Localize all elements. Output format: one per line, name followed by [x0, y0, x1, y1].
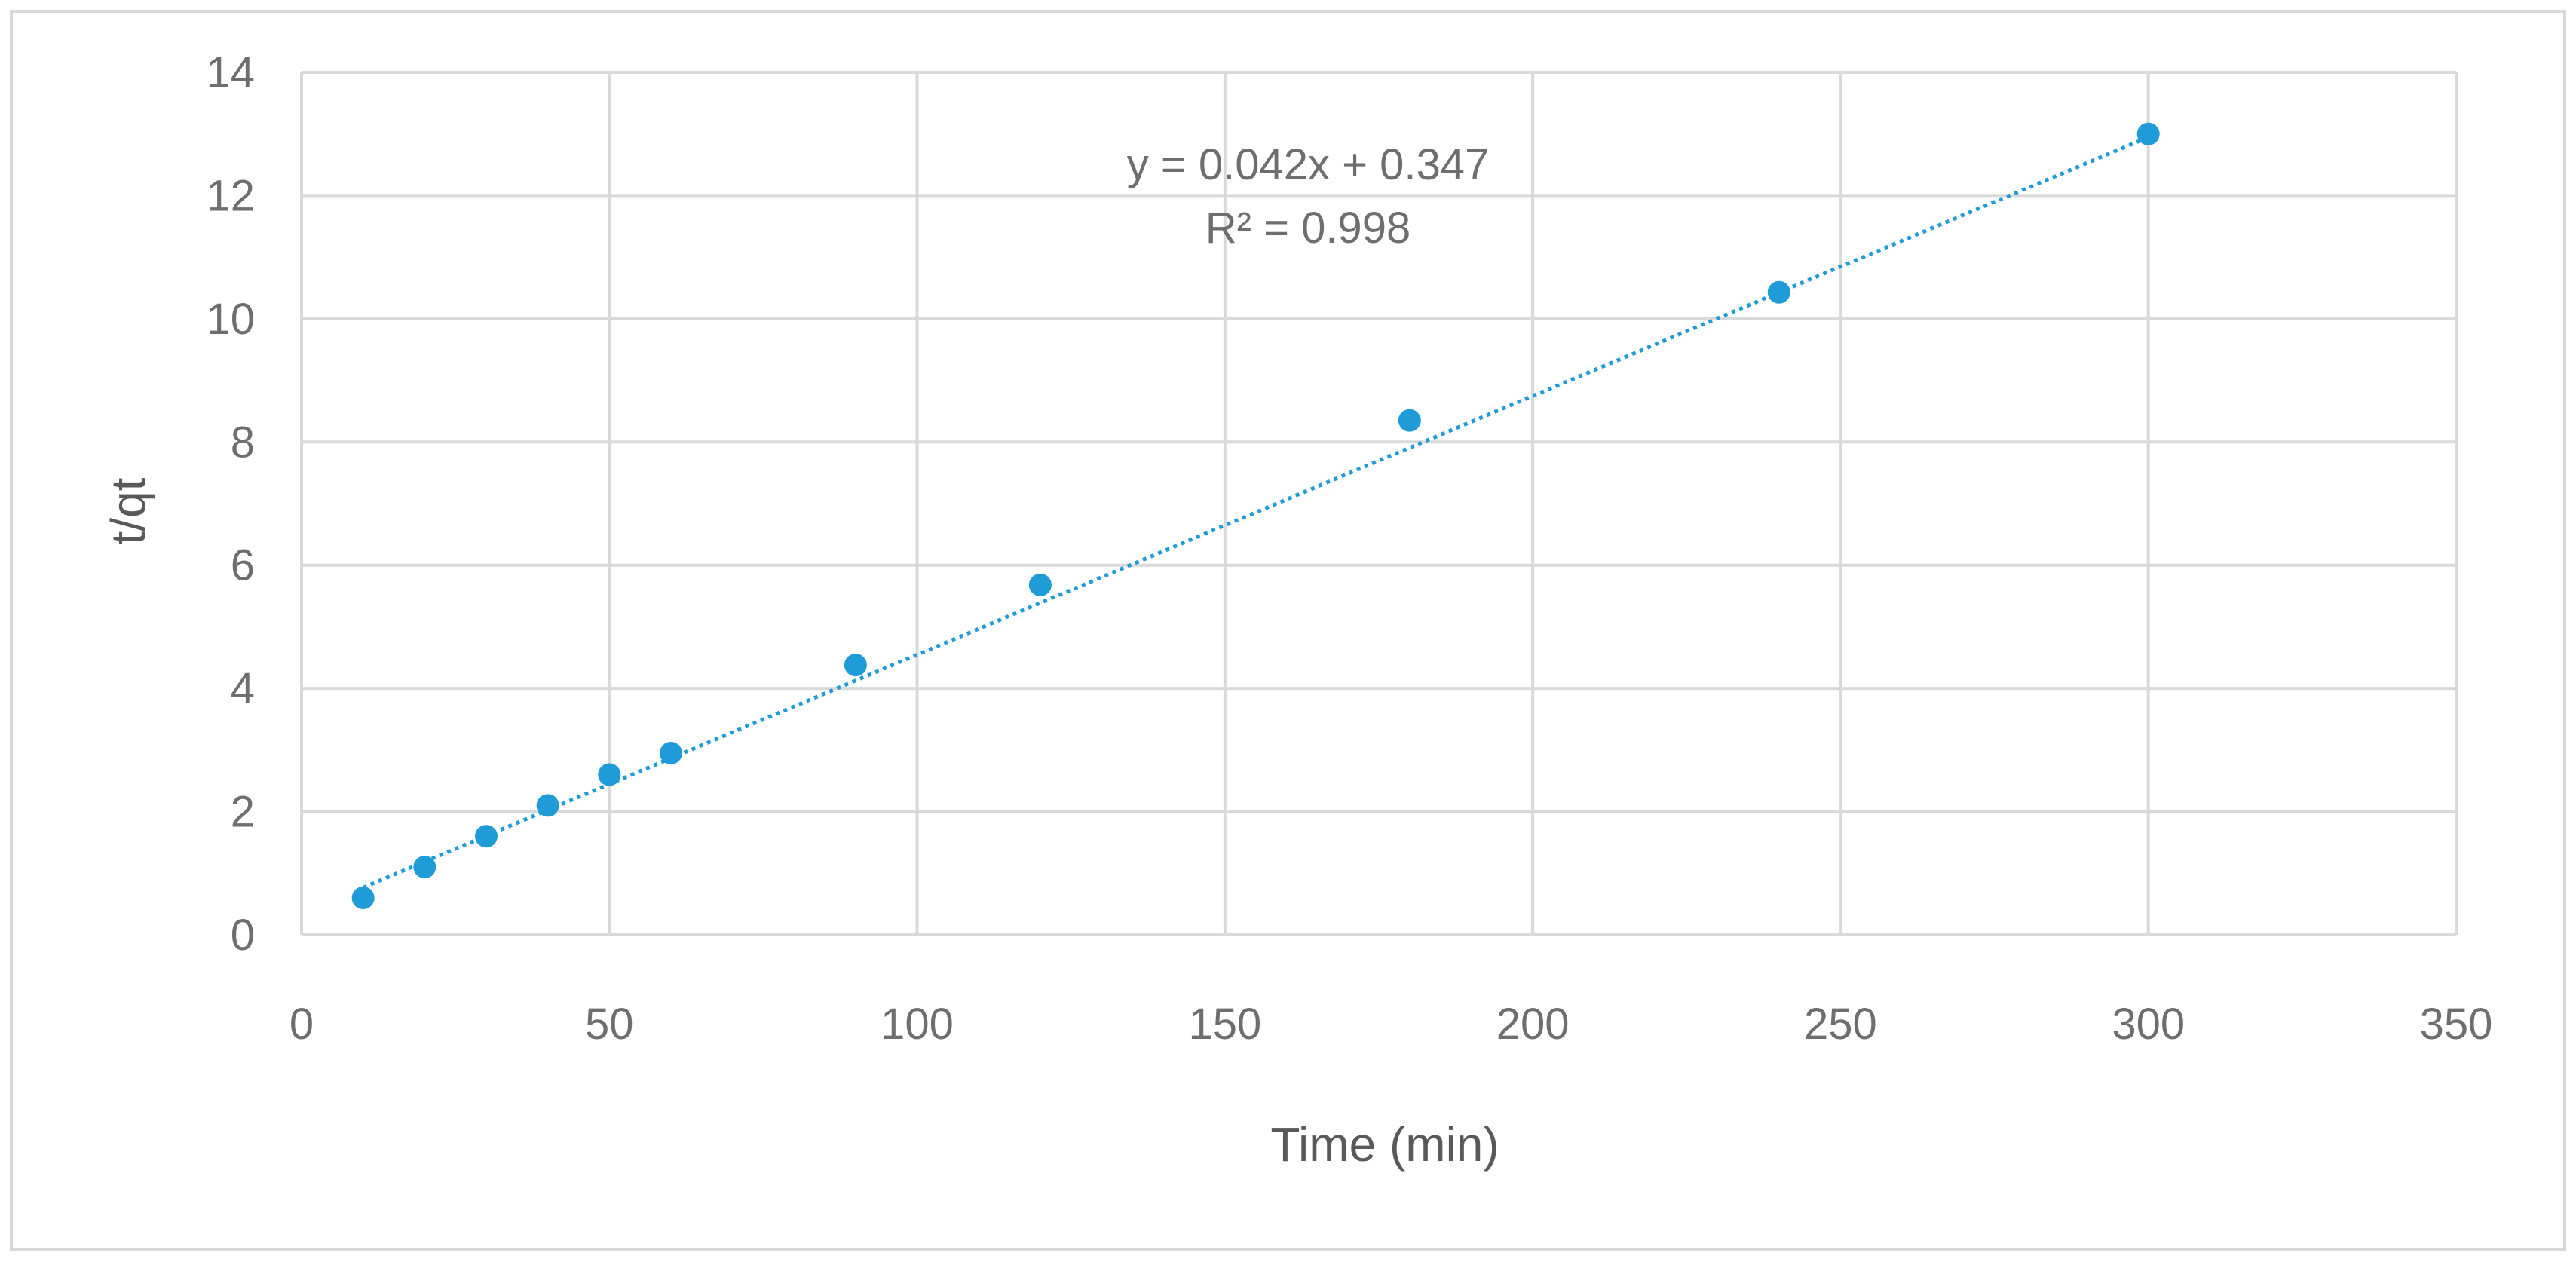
- y-axis-title: t/qt: [101, 477, 155, 544]
- trendline-r-squared: R² = 0.998: [1205, 204, 1411, 253]
- y-axis-tick-labels: 0 2 4 6 8 10 12 14: [206, 48, 255, 960]
- data-point-6: [844, 654, 867, 677]
- y-tick-label-1: 2: [231, 788, 255, 837]
- data-point-5: [659, 741, 682, 764]
- y-tick-label-0: 0: [231, 911, 255, 960]
- data-point-2: [474, 825, 498, 848]
- y-tick-label-7: 14: [206, 48, 255, 97]
- x-axis-title: Time (min): [1270, 1117, 1499, 1172]
- x-tick-label-6: 300: [2112, 1000, 2185, 1049]
- x-tick-label-2: 100: [881, 1000, 954, 1049]
- x-tick-label-4: 200: [1496, 1000, 1570, 1049]
- data-points: [351, 122, 2160, 909]
- data-point-10: [2136, 122, 2160, 145]
- data-point-1: [413, 856, 436, 879]
- x-tick-label-5: 250: [1804, 1000, 1877, 1049]
- y-tick-label-6: 12: [206, 171, 255, 220]
- x-tick-label-3: 150: [1188, 1000, 1261, 1049]
- data-point-0: [351, 886, 375, 909]
- y-tick-label-2: 4: [231, 664, 255, 713]
- y-tick-label-5: 10: [206, 295, 255, 344]
- trendline-equation: y = 0.042x + 0.347: [1127, 140, 1489, 189]
- data-point-3: [536, 794, 559, 817]
- data-point-8: [1398, 409, 1421, 432]
- data-point-7: [1028, 573, 1052, 596]
- x-tick-label-1: 50: [585, 1000, 634, 1049]
- y-tick-label-4: 8: [231, 418, 255, 467]
- chart-border: [10, 10, 2566, 1251]
- x-tick-label-7: 350: [2420, 1000, 2493, 1049]
- y-tick-label-3: 6: [231, 541, 255, 590]
- gridlines: [300, 71, 2458, 936]
- x-axis-tick-labels: 0 50 100 150 200 250 300 350: [289, 1000, 2493, 1049]
- data-point-9: [1767, 280, 1790, 304]
- x-tick-label-0: 0: [289, 1000, 314, 1049]
- data-point-4: [598, 763, 621, 786]
